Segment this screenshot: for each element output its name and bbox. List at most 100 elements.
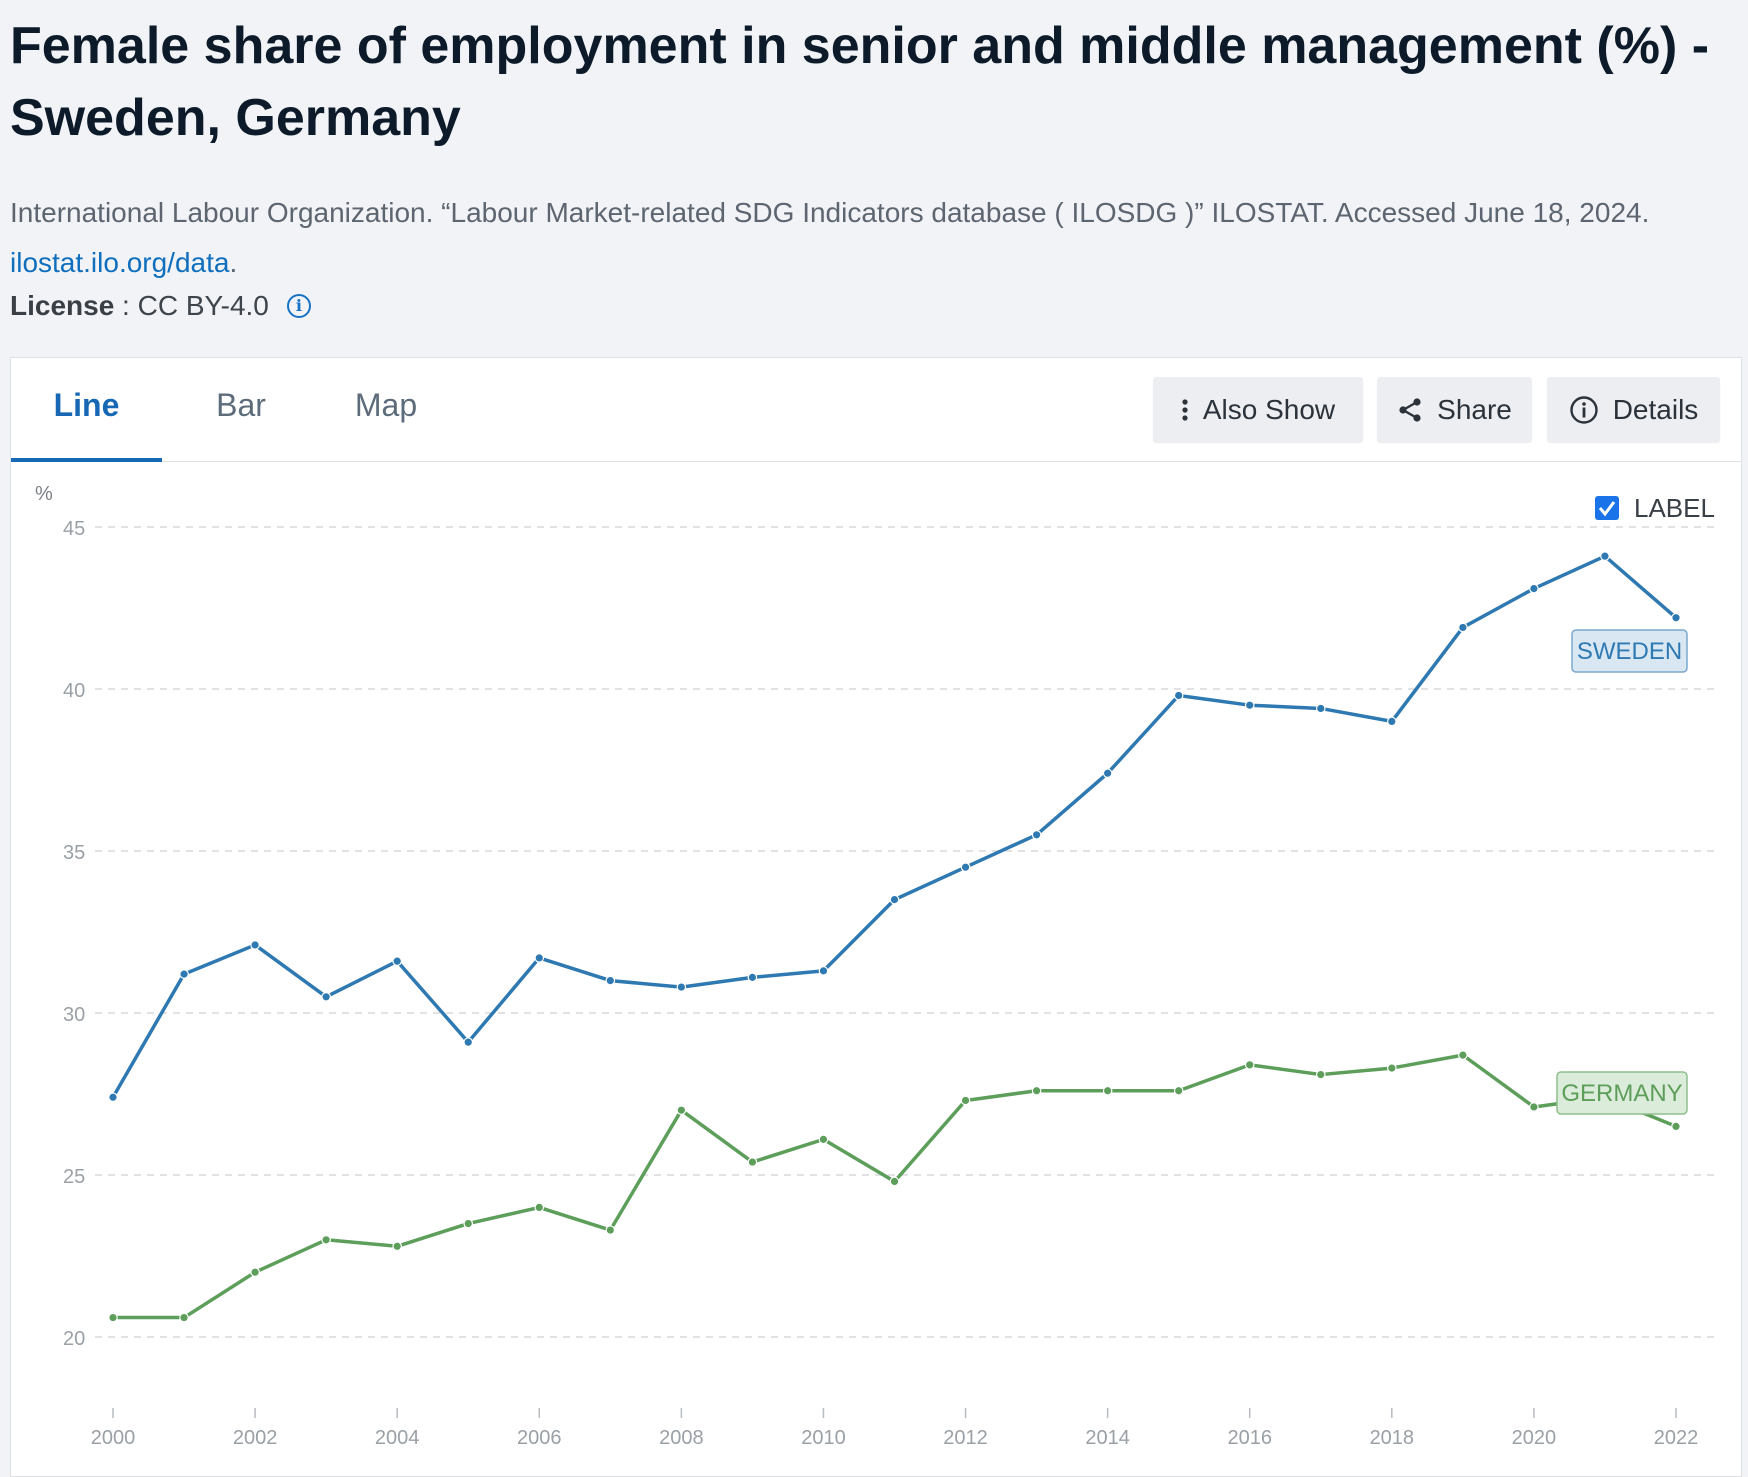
- source-link[interactable]: ilostat.ilo.org/data: [10, 247, 230, 278]
- data-point[interactable]: [1671, 1121, 1681, 1132]
- source-suffix: .: [229, 247, 238, 278]
- series-label-text: GERMANY: [1561, 1080, 1682, 1107]
- x-tick-label: 2010: [801, 1427, 846, 1449]
- data-point[interactable]: [1102, 1085, 1113, 1096]
- grid-lines: [95, 526, 1720, 1338]
- source-citation: International Labour Organization. “Labo…: [10, 188, 1740, 288]
- data-point[interactable]: [1244, 1060, 1255, 1070]
- data-point[interactable]: [1671, 612, 1681, 623]
- x-tick-label: 2000: [91, 1427, 136, 1449]
- data-point[interactable]: [960, 862, 971, 872]
- x-tick-label: 2006: [517, 1427, 562, 1449]
- data-point[interactable]: [605, 1225, 616, 1235]
- data-point[interactable]: [676, 982, 687, 992]
- y-axis-ticks: 20 25 30 35 40 45: [63, 518, 85, 1350]
- data-point[interactable]: [818, 1134, 829, 1145]
- data-point[interactable]: [818, 966, 829, 976]
- y-axis-label: %: [35, 483, 53, 505]
- data-point[interactable]: [1031, 1085, 1042, 1096]
- share-button[interactable]: Share: [1377, 377, 1532, 442]
- data-point[interactable]: [534, 1202, 545, 1213]
- y-tick-label: 25: [63, 1166, 85, 1188]
- data-point[interactable]: [1102, 768, 1113, 779]
- details-label: Details: [1612, 393, 1699, 425]
- x-tick-label: 2002: [233, 1427, 278, 1449]
- x-tick-label: 2018: [1370, 1427, 1415, 1449]
- x-tick-label: 2022: [1654, 1427, 1699, 1449]
- also-show-label: Also Show: [1202, 393, 1336, 425]
- data-point[interactable]: [250, 940, 260, 950]
- data-point[interactable]: [747, 1157, 758, 1167]
- data-point[interactable]: [179, 1312, 189, 1323]
- tab-bar[interactable]: Bar: [216, 387, 266, 423]
- data-point[interactable]: [1529, 583, 1539, 594]
- x-tick-label: 2012: [943, 1427, 988, 1449]
- label-toggle-text: LABEL: [1634, 493, 1715, 523]
- data-point[interactable]: [1387, 716, 1397, 727]
- series-labels: SWEDEN GERMANY: [1556, 629, 1688, 1115]
- page-title: Female share of employment in senior and…: [10, 17, 1710, 147]
- series-label-germany: GERMANY: [1556, 1071, 1688, 1115]
- info-circle-icon: [1569, 395, 1599, 425]
- license-value: CC BY-4.0: [137, 290, 269, 321]
- data-point[interactable]: [321, 1235, 331, 1245]
- more-vertical-icon: [1181, 398, 1189, 422]
- data-point[interactable]: [1315, 1069, 1326, 1080]
- y-tick-label: 20: [63, 1328, 85, 1350]
- y-tick-label: 40: [63, 680, 85, 702]
- also-show-button[interactable]: Also Show: [1153, 377, 1363, 442]
- license-info-icon[interactable]: i: [286, 294, 311, 318]
- data-point[interactable]: [1529, 1102, 1539, 1112]
- data-point[interactable]: [747, 972, 758, 983]
- series-line-sweden: [111, 554, 1678, 1099]
- y-tick-label: 35: [63, 842, 85, 864]
- data-point[interactable]: [250, 1267, 260, 1277]
- data-point[interactable]: [179, 969, 189, 979]
- data-point[interactable]: [889, 894, 900, 905]
- label-toggle[interactable]: LABEL: [1595, 493, 1715, 523]
- data-point[interactable]: [1387, 1063, 1397, 1073]
- data-point[interactable]: [889, 1176, 900, 1187]
- data-point[interactable]: [534, 953, 545, 963]
- data-point[interactable]: [108, 1312, 118, 1323]
- details-button[interactable]: Details: [1547, 377, 1720, 442]
- tab-line[interactable]: Line: [11, 358, 162, 462]
- data-point[interactable]: [1458, 1050, 1468, 1060]
- tab-map[interactable]: Map: [354, 387, 418, 423]
- data-point[interactable]: [1173, 1085, 1184, 1096]
- data-point[interactable]: [392, 956, 402, 966]
- data-point[interactable]: [1031, 829, 1042, 840]
- data-point[interactable]: [1600, 551, 1610, 561]
- data-point[interactable]: [463, 1218, 474, 1229]
- license-separator: :: [114, 290, 138, 321]
- x-tick-label: 2008: [659, 1427, 704, 1449]
- series-label-sweden: SWEDEN: [1571, 629, 1688, 673]
- data-point[interactable]: [108, 1092, 118, 1103]
- y-tick-label: 30: [63, 1004, 85, 1026]
- data-point[interactable]: [321, 991, 331, 1002]
- data-point[interactable]: [605, 975, 616, 986]
- data-point[interactable]: [1173, 690, 1184, 701]
- x-axis-ticks: 2000 2002 2004 2006 2008 2010 2012 2014 2016 2018…: [91, 1408, 1699, 1449]
- data-point[interactable]: [392, 1241, 402, 1252]
- y-tick-label: 45: [63, 518, 85, 540]
- x-tick-label: 2004: [375, 1427, 420, 1449]
- x-tick-label: 2016: [1227, 1427, 1272, 1449]
- data-point[interactable]: [463, 1037, 474, 1047]
- chart-tabs: Line Bar Map Also Show Share: [11, 358, 1741, 462]
- share-label: Share: [1437, 393, 1512, 425]
- data-point[interactable]: [1244, 700, 1255, 710]
- label-checkbox[interactable]: [1595, 496, 1619, 520]
- x-tick-label: 2014: [1085, 1427, 1130, 1449]
- data-point[interactable]: [1315, 703, 1326, 714]
- check-icon: [1598, 501, 1616, 517]
- data-point[interactable]: [676, 1105, 687, 1115]
- share-icon: [1397, 397, 1423, 423]
- license: License : CC BY-4.0 i: [10, 286, 311, 326]
- series-label-text: SWEDEN: [1577, 638, 1682, 665]
- license-label: License: [10, 290, 115, 321]
- data-point[interactable]: [960, 1095, 971, 1106]
- series-line-germany: [113, 1053, 1677, 1320]
- data-point[interactable]: [1458, 622, 1468, 633]
